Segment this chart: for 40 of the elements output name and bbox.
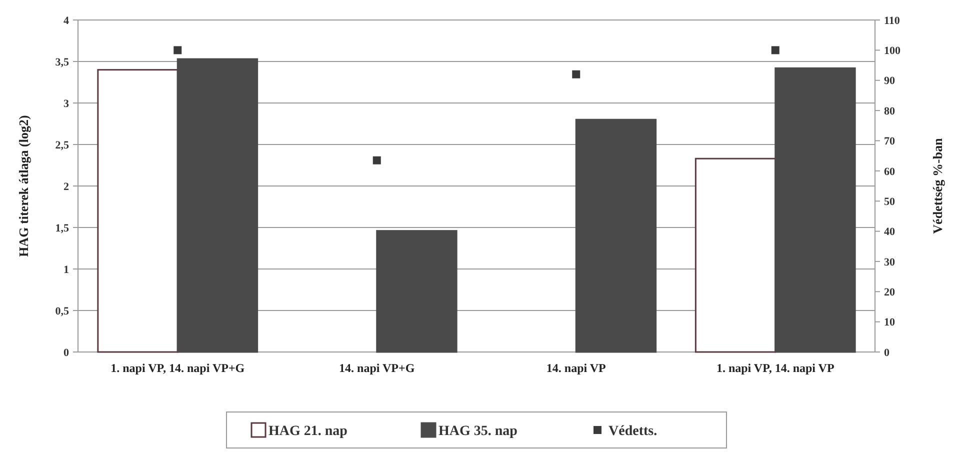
bar <box>176 58 258 353</box>
y-tick-label: 0,5 <box>55 305 70 318</box>
bar <box>774 67 856 353</box>
legend-label: HAG 35. nap <box>438 424 518 439</box>
point <box>572 70 580 78</box>
x-tick-label: 1. napi VP, 14. napi VP <box>716 361 834 375</box>
y-tick-label: 1 <box>64 264 69 276</box>
y2-tick-label: 60 <box>884 166 896 178</box>
legend-label: Védetts. <box>608 424 658 439</box>
x-tick-label: 14. napi VP <box>546 361 606 375</box>
y2-tick-label: 40 <box>884 226 896 238</box>
y2-tick-label: 80 <box>884 105 896 118</box>
y2-tick-label: 100 <box>884 45 901 58</box>
point <box>771 46 780 54</box>
point <box>174 46 182 54</box>
y2-tick-label: 0 <box>884 346 890 359</box>
bar <box>97 69 178 353</box>
x-tick-label: 14. napi VP+G <box>339 361 415 375</box>
y2-tick-label: 10 <box>884 316 896 329</box>
y-tick-label: 4 <box>64 14 70 27</box>
y2-tick-label: 90 <box>884 75 896 88</box>
y2-axis-title: Védettség %-ban <box>930 137 945 234</box>
bar <box>376 230 458 353</box>
y-tick-label: 2,5 <box>55 139 70 152</box>
bar <box>575 118 657 353</box>
y-axis-title: HAG titerek átlaga (log2) <box>16 115 31 257</box>
bar <box>694 158 776 353</box>
y-tick-label: 2 <box>64 180 70 193</box>
y-tick-label: 3 <box>64 98 70 110</box>
x-tick-label: 1. napi VP, 14. napi VP+G <box>110 361 245 375</box>
y2-tick-label: 20 <box>884 286 896 298</box>
y-tick-label: 3,5 <box>55 56 70 68</box>
y2-tick-label: 50 <box>884 196 896 208</box>
legend-label: HAG 21. nap <box>268 424 348 439</box>
y2-tick-label: 30 <box>884 256 896 268</box>
point <box>372 156 381 164</box>
y-tick-label: 1,5 <box>55 222 70 234</box>
y2-tick-label: 70 <box>884 136 896 148</box>
y-tick-label: 0 <box>64 346 70 359</box>
y2-tick-label: 110 <box>884 14 900 27</box>
